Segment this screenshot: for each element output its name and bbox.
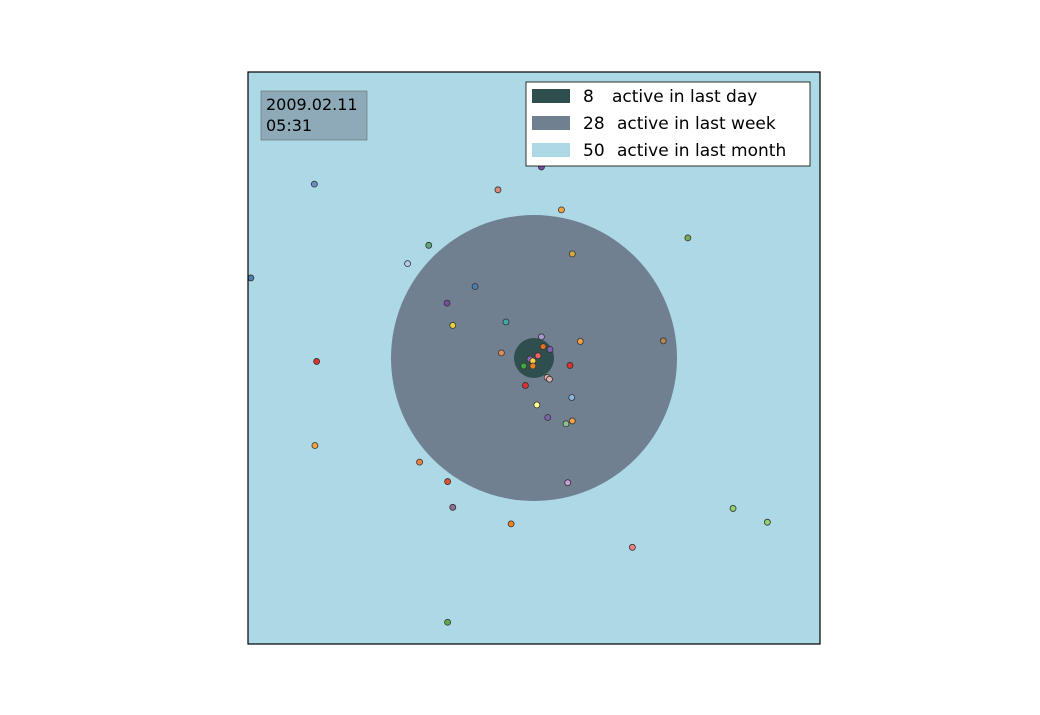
user-point-39: [449, 503, 457, 511]
user-point-26: [529, 362, 537, 370]
user-point-38: [564, 479, 572, 487]
user-point-8: [425, 241, 433, 249]
user-point-36: [416, 458, 424, 466]
user-point-5: [494, 186, 502, 194]
legend: 8 active in last day 28 active in last w…: [525, 81, 811, 167]
user-point-37: [444, 478, 452, 485]
user-point-20: [546, 346, 554, 353]
legend-label-week: active in last week: [617, 114, 776, 134]
user-point-9: [404, 260, 411, 268]
legend-frame: [525, 81, 811, 167]
user-point-30: [522, 382, 529, 389]
user-point-41: [729, 505, 737, 512]
user-point-43: [628, 543, 636, 551]
plot-frame: [247, 71, 821, 645]
legend-count-week: 28: [583, 114, 605, 134]
user-point-13: [443, 299, 451, 307]
user-point-42: [763, 518, 771, 526]
user-point-1: [310, 180, 318, 188]
user-point-14: [449, 321, 457, 329]
legend-label-day: active in last day: [612, 87, 757, 107]
user-point-32: [533, 401, 541, 409]
user-point-2: [248, 274, 255, 282]
legend-count-day: 8: [583, 87, 594, 107]
legend-swatch-month: [532, 143, 570, 157]
timestamp-date: 2009.02.11: [266, 95, 358, 114]
legend-swatch-week: [532, 116, 570, 130]
user-point-27: [566, 362, 574, 369]
user-point-16: [538, 333, 545, 341]
user-points: [248, 163, 771, 626]
legend-count-month: 50: [583, 141, 605, 161]
user-point-44: [444, 618, 452, 626]
user-point-12: [471, 283, 479, 290]
user-point-17: [576, 338, 584, 345]
user-point-22: [534, 352, 542, 360]
user-point-40: [507, 520, 515, 528]
legend-swatch-day: [532, 89, 570, 103]
user-point-21: [497, 349, 505, 357]
user-point-7: [558, 206, 565, 214]
timestamp-background: [260, 90, 368, 141]
user-point-15: [502, 318, 510, 326]
user-point-34: [562, 420, 570, 428]
timestamp-box: 2009.02.11 05:31: [260, 90, 368, 141]
legend-label-month: active in last month: [617, 141, 786, 161]
user-point-29: [546, 375, 553, 383]
user-point-35: [568, 417, 576, 425]
user-point-11: [684, 234, 692, 242]
user-point-4: [311, 442, 319, 449]
user-point-18: [659, 337, 667, 345]
user-point-10: [568, 250, 576, 258]
user-point-25: [520, 362, 528, 370]
user-point-3: [313, 358, 321, 365]
user-point-19: [539, 343, 547, 350]
user-point-33: [544, 414, 552, 421]
timestamp-time: 05:31: [266, 116, 312, 135]
user-point-31: [568, 394, 576, 401]
